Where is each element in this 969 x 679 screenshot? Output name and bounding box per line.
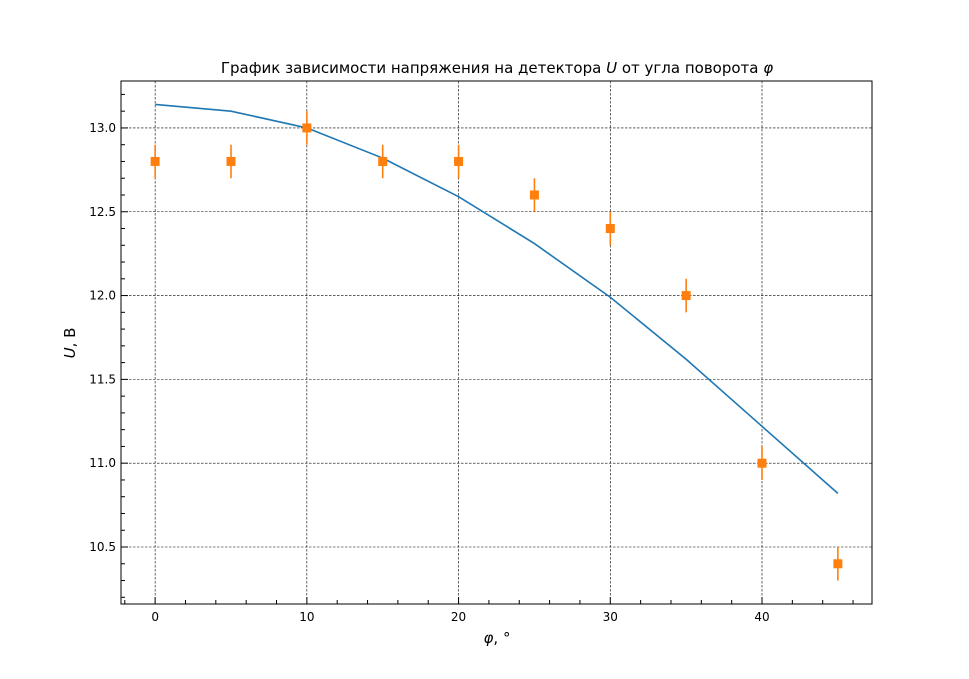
data-point [757, 458, 767, 468]
title-middle: от угла поворота [617, 59, 763, 77]
x-tick-label: 20 [451, 610, 466, 624]
y-axis-label-unit: , В [61, 328, 79, 348]
grid [121, 81, 872, 604]
y-tick-label: 11.5 [89, 372, 116, 386]
data-point [302, 123, 312, 133]
x-tick-label: 0 [151, 610, 159, 624]
y-tick-label: 12.5 [89, 205, 116, 219]
title-var-phi: φ [763, 59, 773, 77]
y-axis-label: U, В [61, 328, 79, 359]
x-axis-label-unit: , ° [493, 629, 510, 647]
y-axis-label-var: U [61, 347, 79, 358]
y-tick-label: 10.5 [89, 540, 116, 554]
data-point [605, 224, 615, 234]
data-point [378, 156, 388, 166]
x-axis-label: φ, ° [484, 629, 511, 647]
data-point [833, 559, 843, 569]
plot-frame [120, 80, 873, 605]
series-layer [150, 103, 843, 581]
x-tick-label: 30 [603, 610, 618, 624]
chart-title: График зависимости напряжения на детекто… [221, 59, 773, 77]
title-var-u: U [606, 59, 617, 77]
ticks: 0 10 20 30 40 10.5 11.0 11.5 12.0 12.5 13.0 [89, 93, 854, 624]
data-point [454, 156, 464, 166]
data-point [681, 291, 691, 301]
series-line [155, 103, 839, 494]
data-point [529, 190, 539, 200]
y-tick-label: 11.0 [89, 456, 116, 470]
data-point [226, 156, 236, 166]
x-axis-label-var: φ [484, 629, 494, 647]
data-point [150, 156, 160, 166]
x-tick-label: 10 [299, 610, 314, 624]
x-tick-label: 40 [754, 610, 769, 624]
title-prefix: График зависимости напряжения на детекто… [221, 59, 606, 77]
y-tick-label: 13.0 [89, 121, 116, 135]
y-tick-label: 12.0 [89, 289, 116, 303]
